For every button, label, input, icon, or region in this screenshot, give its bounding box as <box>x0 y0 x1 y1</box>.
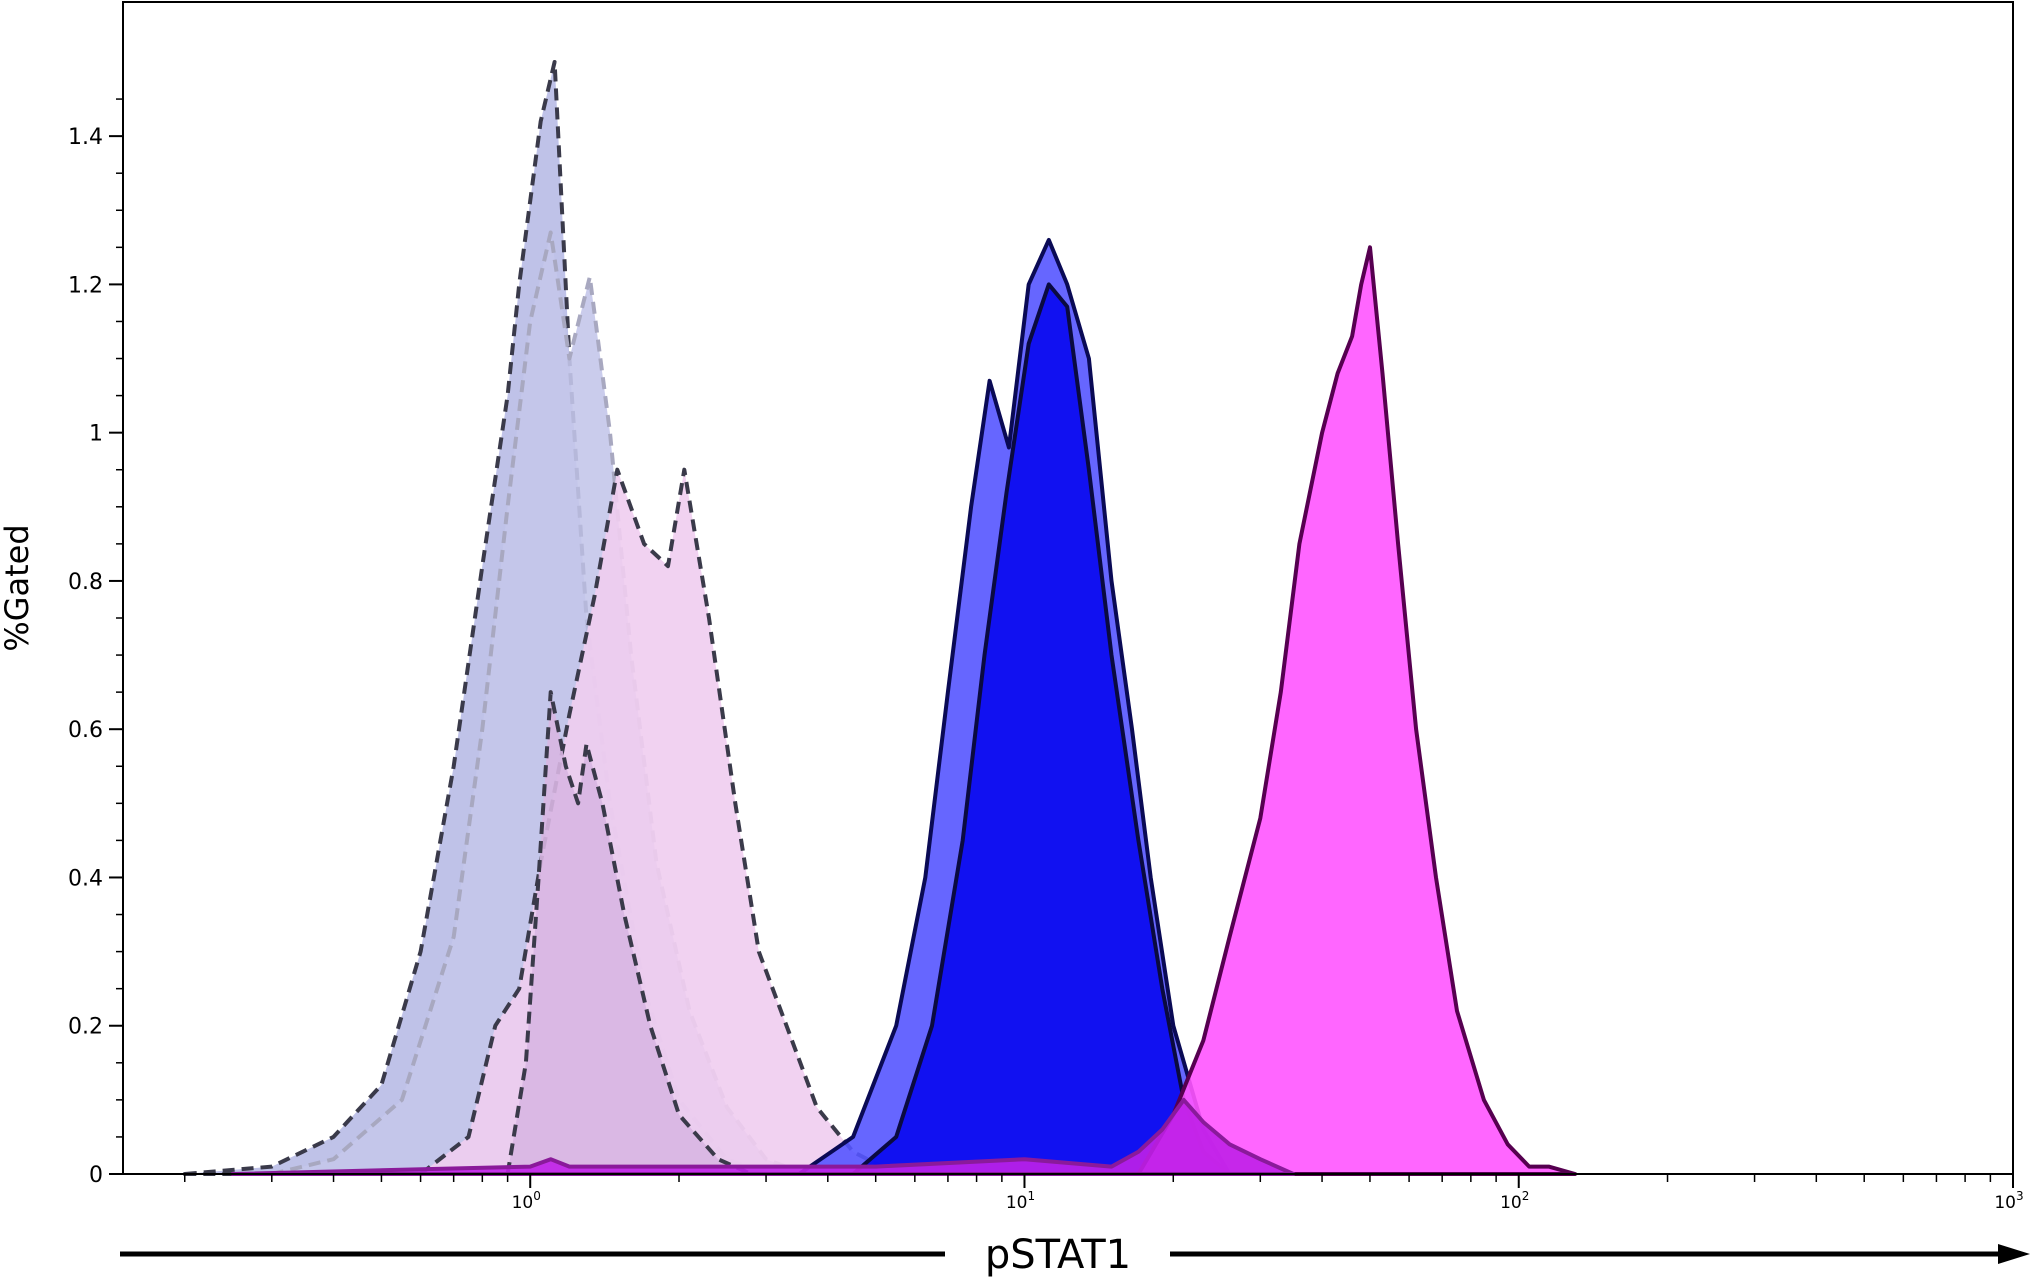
x-axis: 100 101 102 103 <box>184 1174 2024 1213</box>
y-tick-label-3: 0.6 <box>68 718 103 743</box>
y-tick-label-5: 1 <box>89 422 103 447</box>
series-7-area <box>230 1097 1296 1176</box>
y-tick-label-1: 0.2 <box>68 1015 103 1040</box>
y-tick-label-0: 0 <box>89 1163 103 1188</box>
y-tick-label-6: 1.2 <box>68 273 103 298</box>
y-tick-label-2: 0.4 <box>68 866 103 891</box>
series-6-area <box>1136 245 1578 1176</box>
plot-frame <box>122 1 2014 1175</box>
x-axis-title: pSTAT1 <box>985 1232 1131 1277</box>
y-tick-label-4: 0.8 <box>68 570 103 595</box>
series-layer <box>182 60 1578 1176</box>
y-axis-title: %Gated <box>0 524 36 651</box>
x-tick-label-1: 101 <box>1006 1189 1035 1213</box>
x-tick-label-2: 102 <box>1500 1189 1529 1213</box>
x-tick-label-0: 100 <box>512 1189 541 1213</box>
y-tick-label-7: 1.4 <box>68 125 103 150</box>
x-axis-arrowhead <box>1998 1244 2030 1264</box>
x-tick-label-3: 103 <box>1994 1189 2023 1213</box>
series-3-area <box>505 690 754 1176</box>
y-axis: 0 0.2 0.4 0.6 0.8 1 1.2 1.4 <box>68 98 123 1188</box>
